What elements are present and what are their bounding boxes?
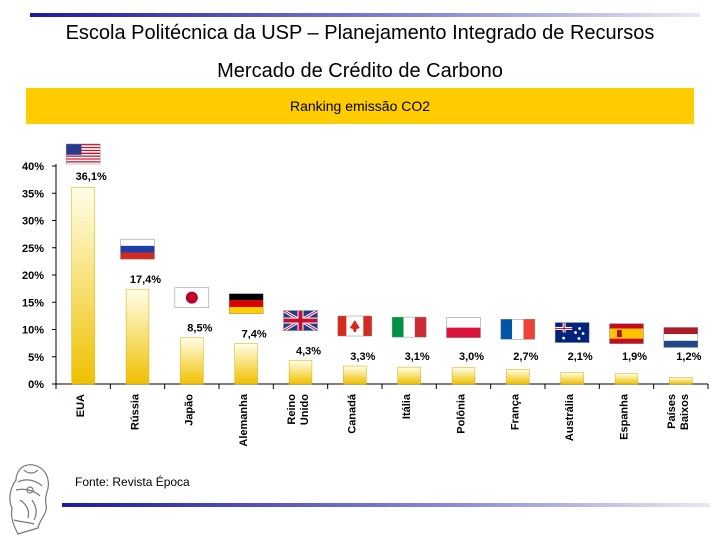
- bar-data-label: 2,1%: [568, 351, 593, 363]
- bar: [180, 337, 204, 385]
- bar: [397, 366, 421, 385]
- y-tick-label: 5%: [28, 352, 44, 364]
- x-tick-label: Japão: [184, 394, 196, 426]
- x-tick-label: Polônia: [455, 393, 467, 434]
- bar-data-label: 3,0%: [459, 351, 484, 363]
- usa-flag-icon: [65, 143, 101, 165]
- bar: [71, 187, 95, 385]
- bar-data-label: 17,4%: [130, 274, 161, 286]
- y-tick-label: 10%: [22, 325, 44, 337]
- australia-flag-icon: [554, 322, 590, 343]
- germany-flag-icon: [228, 293, 264, 314]
- bar: [451, 367, 476, 385]
- x-tick-label: Itália: [401, 393, 413, 419]
- x-tick-label: Rússia: [129, 393, 141, 430]
- source-note: Fonte: Revista Época: [75, 475, 190, 489]
- y-tick-label: 25%: [22, 243, 44, 255]
- france-flag-icon: [500, 319, 536, 340]
- x-tick-label: Reino: [286, 394, 298, 425]
- japan-flag-icon: [174, 287, 210, 308]
- poland-flag-icon: [446, 317, 481, 338]
- y-tick-label: 20%: [22, 270, 44, 282]
- y-tick-label: 15%: [22, 297, 44, 309]
- page-title: Escola Politécnica da USP – Planejamento…: [65, 22, 655, 44]
- canada-flag-icon: [337, 315, 373, 337]
- chart-title-banner: Ranking emissão CO2: [26, 88, 694, 124]
- bar-data-label: 7,4%: [242, 329, 267, 341]
- bar: [125, 288, 150, 385]
- bar-data-label: 8,5%: [187, 323, 212, 335]
- bar-data-label: 3,1%: [405, 351, 430, 363]
- bar-data-label: 1,2%: [676, 351, 701, 363]
- y-tick-label: 30%: [22, 216, 44, 228]
- usp-poli-logo-icon: [9, 464, 50, 535]
- x-tick-label: EUA: [75, 394, 87, 417]
- x-tick-label: Espanha: [618, 393, 630, 440]
- y-tick-label: 40%: [22, 161, 44, 173]
- y-tick-label: 35%: [22, 188, 44, 200]
- page-subtitle: Mercado de Crédito de Carbono: [217, 60, 503, 82]
- x-tick-label: Países: [666, 394, 678, 429]
- x-tick-label: Canadá: [347, 393, 359, 434]
- x-tick-label: Austrália: [564, 393, 576, 441]
- bar-data-label: 2,7%: [513, 351, 538, 363]
- russia-flag-icon: [120, 238, 155, 260]
- bar: [288, 360, 313, 385]
- bar-data-label: 4,3%: [296, 346, 321, 358]
- spain-flag-icon: [609, 323, 644, 344]
- uk-flag-icon: [282, 309, 319, 332]
- bar: [506, 369, 530, 385]
- bar: [669, 377, 693, 385]
- bar: [560, 372, 584, 385]
- bar: [234, 343, 258, 385]
- italy-flag-icon: [391, 316, 427, 338]
- bar: [343, 365, 367, 385]
- bar-data-label: 3,3%: [350, 351, 375, 363]
- chart-title: Ranking emissão CO2: [289, 98, 431, 114]
- bar: [614, 373, 639, 385]
- x-tick-label: Unido: [299, 394, 311, 425]
- footer-rule: [62, 503, 710, 507]
- x-tick-label: Alemanha: [238, 393, 250, 446]
- x-tick-label: Baixos: [679, 394, 691, 430]
- bar-data-label: 1,9%: [622, 351, 647, 363]
- y-tick-label: 0%: [28, 379, 44, 391]
- netherlands-flag-icon: [663, 327, 699, 348]
- header-top-rule: [30, 13, 700, 17]
- bar-data-label: 36,1%: [76, 171, 107, 183]
- x-tick-label: França: [510, 393, 522, 430]
